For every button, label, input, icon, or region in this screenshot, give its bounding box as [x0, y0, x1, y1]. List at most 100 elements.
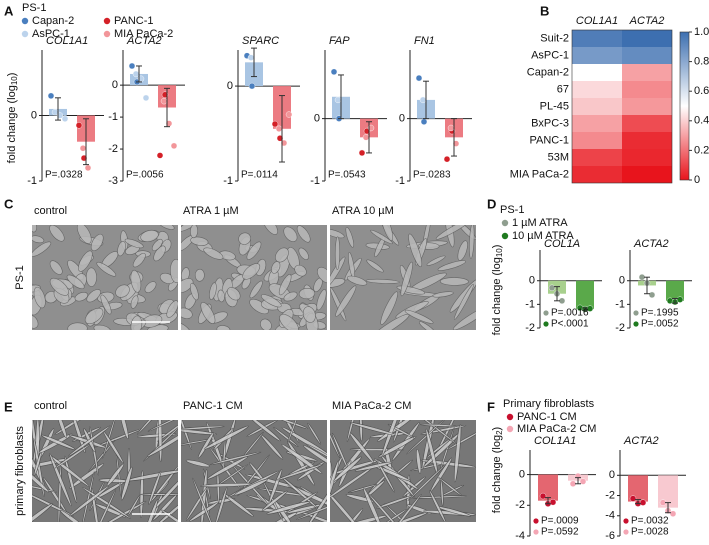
- cell: [283, 226, 298, 242]
- cell: [33, 452, 42, 476]
- cell: [181, 225, 199, 232]
- cell: [32, 225, 37, 233]
- y-axis-label-sub: 10: [495, 248, 504, 257]
- cell: [271, 261, 281, 274]
- cell: [425, 428, 438, 475]
- cell: [260, 294, 282, 308]
- cell: [190, 236, 209, 246]
- cell: [249, 280, 263, 299]
- legend-title: PS-1: [22, 2, 46, 14]
- p-value-marker: [623, 529, 629, 535]
- cell: [102, 420, 117, 459]
- cell: [206, 456, 248, 480]
- data-point: [419, 96, 427, 104]
- error-bar: [366, 121, 372, 154]
- cell: [33, 286, 46, 309]
- heat-cell: [572, 166, 622, 183]
- heat-cell: [622, 115, 672, 132]
- micrograph: [181, 420, 327, 522]
- cell: [407, 463, 447, 502]
- data-point: [420, 118, 428, 125]
- y-tick-label: 0: [529, 275, 535, 287]
- y-axis-label-end: ): [6, 73, 18, 77]
- panel-letter: C: [4, 196, 14, 211]
- cell: [350, 422, 397, 436]
- cell: [246, 241, 262, 260]
- y-axis-label-text: fold change (log: [6, 85, 18, 163]
- p-value: P=.0592: [541, 527, 579, 538]
- cell: [446, 428, 476, 451]
- subplot-title: COL1A: [544, 238, 580, 250]
- cell: [194, 268, 205, 282]
- data-point: [579, 478, 587, 485]
- y-tick-label: -1: [310, 175, 320, 187]
- p-value: P=.0328: [45, 170, 83, 181]
- cell: [411, 495, 467, 499]
- cell: [234, 478, 268, 496]
- bar: [576, 280, 594, 310]
- column-label: ACTA2: [629, 15, 665, 27]
- error-bar: [55, 97, 61, 121]
- cell: [281, 444, 323, 474]
- data-point: [539, 492, 547, 500]
- cell: [334, 236, 341, 270]
- cell: [48, 454, 90, 487]
- cell: [316, 266, 327, 284]
- subplot-title: COL1A1: [534, 435, 576, 447]
- cell: [86, 289, 101, 303]
- legend-marker: [501, 232, 509, 240]
- data-point: [586, 305, 594, 312]
- cell: [381, 420, 403, 457]
- cell: [204, 425, 249, 450]
- subplot-title: COL1A1: [46, 35, 88, 47]
- cell: [345, 226, 355, 248]
- p-value-marker: [543, 310, 549, 316]
- y-axis-label-text: fold change (log: [491, 435, 503, 513]
- cell: [404, 309, 434, 324]
- y-tick-label: -1: [27, 175, 37, 187]
- legend-label: 1 µM ATRA: [512, 217, 568, 229]
- row-label: 67: [557, 83, 569, 95]
- cell: [330, 228, 345, 239]
- row-label: 53M: [548, 151, 569, 163]
- cell: [330, 489, 363, 522]
- heatmap-frame: [571, 29, 673, 184]
- cell: [408, 233, 423, 268]
- cell: [298, 247, 309, 260]
- cell: [333, 456, 362, 482]
- heat-cell: [572, 98, 622, 115]
- p-value: P=.1995: [641, 308, 679, 319]
- cell: [181, 278, 194, 294]
- error-bar: [644, 276, 650, 295]
- y-axis-label-sub: 10: [10, 76, 19, 85]
- y-tick-label: 0: [112, 79, 118, 91]
- heat-cell: [572, 30, 622, 47]
- cell: [386, 493, 422, 522]
- cell: [148, 470, 162, 505]
- data-point: [142, 94, 150, 102]
- cell: [140, 229, 159, 243]
- error-bar: [665, 502, 671, 514]
- heat-cell: [622, 64, 672, 81]
- cell: [429, 489, 447, 522]
- cell: [41, 434, 76, 450]
- cell: [71, 420, 86, 453]
- cell: [100, 294, 112, 315]
- data-point: [47, 92, 55, 100]
- panel-letter: F: [487, 399, 495, 414]
- cell: [67, 322, 88, 330]
- cell: [132, 252, 146, 268]
- micrograph: [32, 420, 178, 522]
- cell: [307, 485, 327, 522]
- cell: [69, 485, 109, 517]
- subplot-title: ACTA2: [623, 435, 659, 447]
- error-bar: [423, 80, 429, 120]
- micrograph-bg: [32, 225, 178, 330]
- heat-cell: [572, 115, 622, 132]
- column-label: COL1A1: [576, 15, 618, 27]
- heat-cell: [622, 132, 672, 149]
- cell: [215, 486, 228, 522]
- cell: [278, 420, 308, 429]
- y-tick-label: -2: [108, 143, 118, 155]
- subplot-title: FN1: [414, 35, 435, 47]
